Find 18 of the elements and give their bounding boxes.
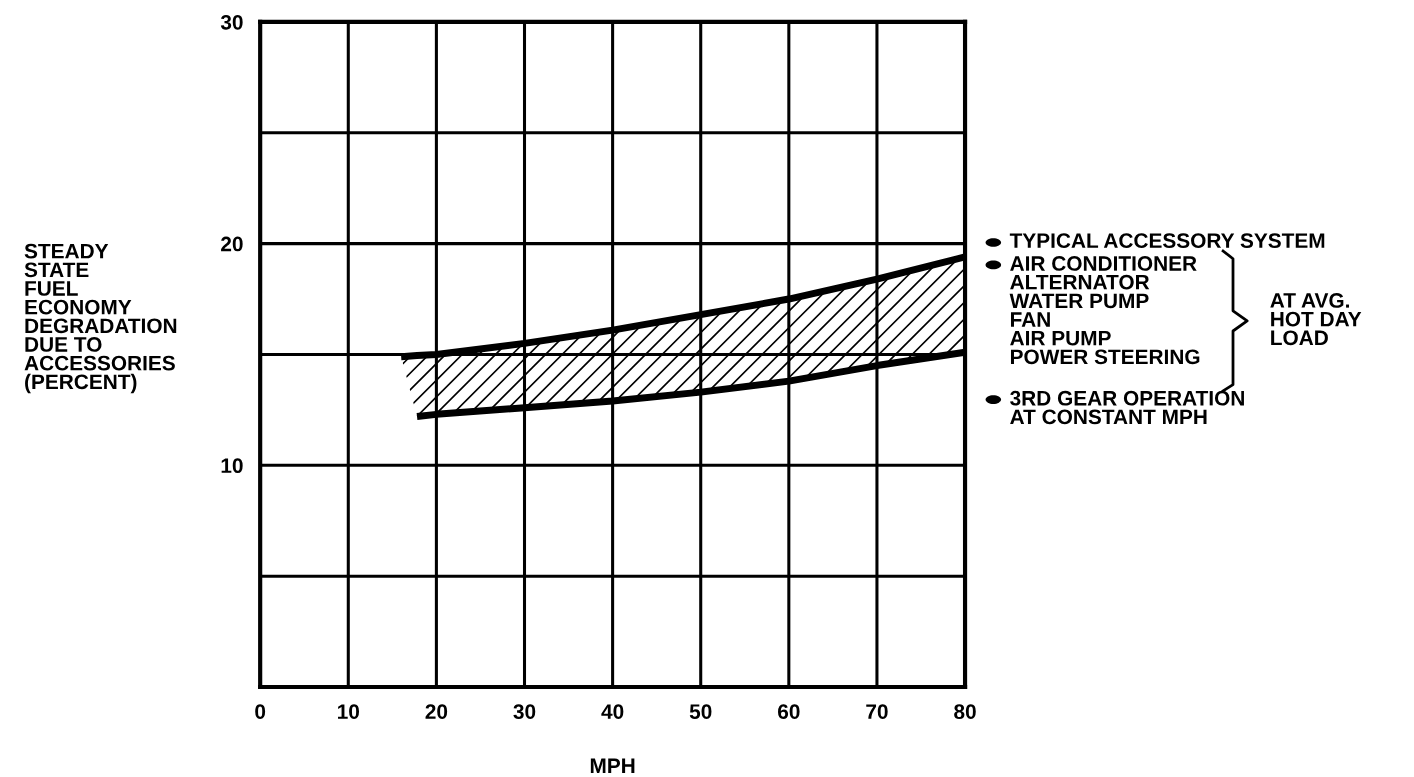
y-tick-label: 30 xyxy=(220,14,243,30)
y-tick-label: 10 xyxy=(221,458,243,474)
y-axis-title: STEADY STATE FUEL ECONOMY DEGRADATION DUE TO ACCESSORIES (PERCENT) xyxy=(24,243,177,394)
x-tick-label: 0 xyxy=(255,704,266,719)
x-tick-label: 20 xyxy=(425,704,448,719)
x-tick-label: 80 xyxy=(954,704,976,719)
x-tick-label: 30 xyxy=(513,704,536,720)
x-tick-label: 40 xyxy=(601,704,624,719)
text: 3RD GEAR OPERATION AT CONSTANT MPH xyxy=(1010,390,1244,425)
text: AIR CONDITIONER ALTERNATOR WATER PUMP FAN AIR PUMP POWER STEERING xyxy=(1009,256,1200,365)
x-tick-label: 70 xyxy=(866,704,888,719)
y-tick-label: 20 xyxy=(221,236,243,252)
text: TYPICAL ACCESSORY SYSTEM xyxy=(1009,233,1325,249)
text: AT AVG. HOT DAY LOAD xyxy=(1270,293,1362,346)
x-axis-title: MPH xyxy=(590,758,635,773)
x-tick-label: 50 xyxy=(689,704,712,719)
x-tick-label: 60 xyxy=(778,704,800,719)
x-tick-label: 10 xyxy=(338,704,360,719)
